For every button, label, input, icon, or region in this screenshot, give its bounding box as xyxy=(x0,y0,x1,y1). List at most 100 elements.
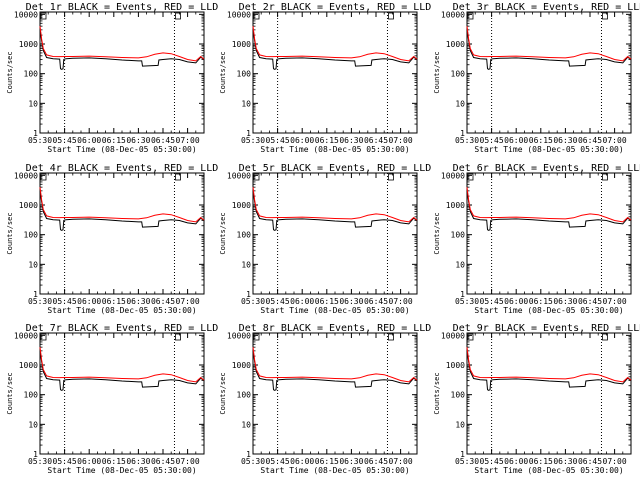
y-tick-label: 100 xyxy=(237,391,252,400)
y-tick-label: 1 xyxy=(33,290,38,299)
segment-box xyxy=(40,173,47,181)
y-tick-label: 10 xyxy=(241,420,251,429)
segment-box xyxy=(388,12,394,20)
y-tick-label: 100 xyxy=(237,231,252,240)
y-tick-label: 1 xyxy=(33,129,38,138)
x-axis-label: Start Time (08-Dec-05 05:30:00) xyxy=(474,466,623,475)
y-tick-label: 1000 xyxy=(232,201,251,210)
lld-series-line xyxy=(466,187,632,223)
x-tick-label: 06:30 xyxy=(339,297,363,306)
x-tick-label: 06:00 xyxy=(504,297,528,306)
segment-box xyxy=(388,333,394,341)
x-tick-label: 06:15 xyxy=(102,136,126,145)
y-tick-label: 1000 xyxy=(19,201,38,210)
segment-box xyxy=(253,12,260,20)
panel-4: Det 4r BLACK = Events, RED = LLD 1 10 100 10… xyxy=(6,163,218,315)
segment-box xyxy=(467,173,474,181)
y-axis-label: Counts/sec xyxy=(433,372,441,414)
x-tick-label: 06:15 xyxy=(102,297,126,306)
panel-8: Det 8r BLACK = Events, RED = LLD 1 10 100 10… xyxy=(219,323,431,475)
y-tick-label: 10 xyxy=(455,99,465,108)
x-tick-label: 06:00 xyxy=(504,136,528,145)
panel-title: Det 4r BLACK = Events, RED = LLD xyxy=(26,163,219,174)
x-tick-label: 06:45 xyxy=(151,136,175,145)
panel-7: Det 7r BLACK = Events, RED = LLD 1 10 100 10… xyxy=(6,323,218,475)
x-tick-label: 06:30 xyxy=(126,136,150,145)
x-tick-label: 06:00 xyxy=(290,136,314,145)
x-tick-label: 06:30 xyxy=(339,457,363,466)
x-tick-label: 05:30 xyxy=(28,136,52,145)
y-tick-label: 1 xyxy=(460,290,465,299)
segment-box xyxy=(602,333,608,341)
x-tick-label: 07:00 xyxy=(389,136,413,145)
x-tick-label: 06:15 xyxy=(315,136,339,145)
x-tick-label: 07:00 xyxy=(176,136,200,145)
y-tick-label: 10000 xyxy=(441,10,465,19)
x-tick-label: 06:00 xyxy=(290,457,314,466)
x-tick-label: 05:30 xyxy=(28,297,52,306)
y-tick-label: 100 xyxy=(451,391,466,400)
x-tick-label: 06:15 xyxy=(529,297,553,306)
y-tick-label: 1000 xyxy=(446,40,465,49)
y-axis-label: Counts/sec xyxy=(219,372,227,414)
y-tick-label: 10 xyxy=(241,260,251,269)
panel-title: Det 9r BLACK = Events, RED = LLD xyxy=(453,323,640,334)
x-tick-label: 05:45 xyxy=(53,457,77,466)
panel-title: Det 6r BLACK = Events, RED = LLD xyxy=(453,163,640,174)
x-tick-label: 06:45 xyxy=(364,297,388,306)
x-tick-label: 06:00 xyxy=(290,297,314,306)
x-axis-label: Start Time (08-Dec-05 05:30:00) xyxy=(47,145,196,154)
events-series-line xyxy=(466,348,632,391)
lld-series-line xyxy=(466,26,632,62)
y-axis-label: Counts/sec xyxy=(433,212,441,254)
x-tick-label: 06:30 xyxy=(126,457,150,466)
x-tick-label: 05:30 xyxy=(241,136,265,145)
panel-1: Det 1r BLACK = Events, RED = LLD 1 10 100 10… xyxy=(6,2,218,154)
x-tick-label: 06:30 xyxy=(126,297,150,306)
y-tick-label: 10000 xyxy=(14,331,38,340)
x-tick-label: 05:45 xyxy=(53,136,77,145)
events-series-line xyxy=(39,348,205,391)
y-tick-label: 1 xyxy=(460,450,465,459)
y-axis-label: Counts/sec xyxy=(6,372,14,414)
y-tick-label: 1000 xyxy=(446,201,465,210)
x-axis-label: Start Time (08-Dec-05 05:30:00) xyxy=(260,466,409,475)
lld-series-line xyxy=(252,347,418,383)
events-series-line xyxy=(39,188,205,231)
lld-series-line xyxy=(466,347,632,383)
x-tick-label: 07:00 xyxy=(389,297,413,306)
y-tick-label: 1 xyxy=(460,129,465,138)
x-axis-label: Start Time (08-Dec-05 05:30:00) xyxy=(260,306,409,315)
x-tick-label: 06:15 xyxy=(529,136,553,145)
segment-box xyxy=(253,173,260,181)
x-tick-label: 06:30 xyxy=(553,136,577,145)
x-tick-label: 06:00 xyxy=(77,297,101,306)
segment-box xyxy=(175,12,181,20)
y-axis-label: Counts/sec xyxy=(219,212,227,254)
x-tick-label: 06:00 xyxy=(504,457,528,466)
panel-2: Det 2r BLACK = Events, RED = LLD 1 10 100 10… xyxy=(219,2,431,154)
y-axis-label: Counts/sec xyxy=(6,212,14,254)
events-series-line xyxy=(252,27,418,70)
lld-series-line xyxy=(39,347,205,383)
x-tick-label: 05:30 xyxy=(455,297,479,306)
y-tick-label: 10 xyxy=(241,99,251,108)
panel-5: Det 5r BLACK = Events, RED = LLD 1 10 100 10… xyxy=(219,163,431,315)
y-tick-label: 10000 xyxy=(14,171,38,180)
y-tick-label: 1000 xyxy=(232,40,251,49)
x-tick-label: 05:45 xyxy=(266,297,290,306)
x-axis-label: Start Time (08-Dec-05 05:30:00) xyxy=(474,306,623,315)
y-axis-label: Counts/sec xyxy=(219,51,227,93)
y-tick-label: 10000 xyxy=(227,10,251,19)
segment-box xyxy=(602,12,608,20)
panel-title: Det 7r BLACK = Events, RED = LLD xyxy=(26,323,219,334)
x-tick-label: 06:45 xyxy=(364,136,388,145)
lld-series-line xyxy=(252,26,418,62)
x-tick-label: 07:00 xyxy=(603,136,627,145)
y-tick-label: 10 xyxy=(28,99,38,108)
y-tick-label: 10 xyxy=(455,420,465,429)
y-tick-label: 10000 xyxy=(441,331,465,340)
y-axis-label: Counts/sec xyxy=(433,51,441,93)
segment-box xyxy=(467,12,474,20)
y-tick-label: 10 xyxy=(28,260,38,269)
